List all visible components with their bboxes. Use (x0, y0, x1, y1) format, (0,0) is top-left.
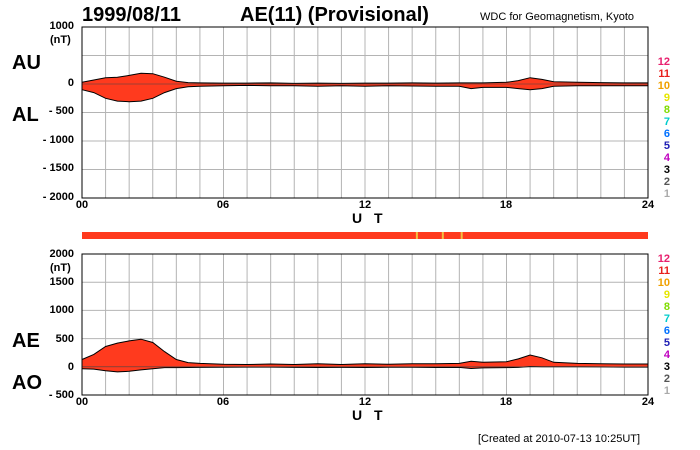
panel1-x-tick: 00 (75, 199, 89, 211)
panel2-x-tick: 00 (75, 396, 89, 408)
legend-item: 9 (663, 92, 670, 104)
source-label: WDC for Geomagnetism, Kyoto (480, 11, 635, 23)
panel2-y-tick: 2000 (49, 248, 74, 260)
legend-item: 6 (663, 325, 670, 337)
panel1-band (82, 73, 648, 102)
panel1-y-tick: - 1500 (42, 162, 74, 174)
legend-item: 10 (657, 277, 670, 289)
status-bar (82, 232, 648, 239)
panel2-y-tick: 1000 (49, 304, 74, 316)
panel2-x-tick: 24 (641, 396, 655, 408)
legend-item: 7 (663, 116, 670, 128)
legend-item: 12 (657, 253, 670, 265)
legend-item: 3 (663, 164, 670, 176)
panel1-frame (81, 26, 649, 199)
status-bar-mark (415, 232, 418, 239)
legend-item: 5 (663, 140, 670, 152)
panel1-x-tick: 18 (499, 199, 513, 211)
legend-item: 8 (663, 301, 670, 313)
panel2-y-tick: 500 (55, 333, 74, 345)
panel1-y-tick: - 500 (48, 105, 74, 117)
status-bar-mark (441, 232, 444, 239)
panel2-band (82, 339, 648, 372)
legend-item: 4 (663, 349, 670, 361)
panel1-y-tick: 1000 (49, 20, 74, 32)
panel2-y-tick: 1500 (49, 276, 74, 288)
legend-item: 3 (663, 361, 670, 373)
ae-label: AE (12, 330, 40, 352)
legend-item: 7 (663, 313, 670, 325)
legend-item: 11 (658, 68, 670, 80)
legend-item: 12 (657, 56, 670, 68)
created-timestamp: [Created at 2010-07-13 10:25UT] (478, 433, 641, 445)
panel2-y-tick: 0 (67, 361, 74, 373)
au-series-line (81, 72, 648, 84)
panel1-x-tick: 24 (641, 199, 655, 211)
au-label: AU (12, 52, 41, 74)
ao-label: AO (12, 372, 42, 394)
legend-item: 11 (658, 265, 670, 277)
panel1-unit-label: (nT) (50, 34, 71, 46)
legend-item: 4 (663, 152, 670, 164)
legend-item: 1 (663, 385, 670, 397)
legend-item: 10 (657, 80, 670, 92)
panel1-y-tick: - 1000 (42, 134, 74, 146)
panel1-y-tick: - 2000 (42, 191, 74, 203)
legend-item: 2 (663, 176, 670, 188)
legend-item: 2 (663, 373, 670, 385)
panel1-x-tick: 12 (358, 199, 372, 211)
ae-series-line (81, 338, 648, 366)
panel1-y-tick: 0 (67, 77, 74, 89)
panel2-x-tick: 12 (358, 396, 372, 408)
al-label: AL (12, 104, 39, 126)
legend-item: 5 (663, 337, 670, 349)
legend-item: 9 (663, 289, 670, 301)
panel2-x-axis-label: U T (352, 407, 387, 423)
legend-item: 8 (663, 104, 670, 116)
al-series-line (81, 84, 648, 103)
panel2-x-tick: 18 (499, 396, 513, 408)
legend-item: 6 (663, 128, 670, 140)
date-title: 1999/08/11 (82, 4, 181, 26)
chart-title: AE(11) (Provisional) (240, 4, 429, 26)
legend-item: 1 (663, 188, 670, 200)
status-bar-mark (460, 232, 463, 239)
panel2-y-tick: - 500 (48, 389, 74, 401)
panel2-x-tick: 06 (216, 396, 230, 408)
panel2-frame (81, 253, 649, 396)
panel2-unit-label: (nT) (50, 262, 71, 274)
panel1-x-axis-label: U T (352, 210, 387, 226)
panel1-x-tick: 06 (216, 199, 230, 211)
